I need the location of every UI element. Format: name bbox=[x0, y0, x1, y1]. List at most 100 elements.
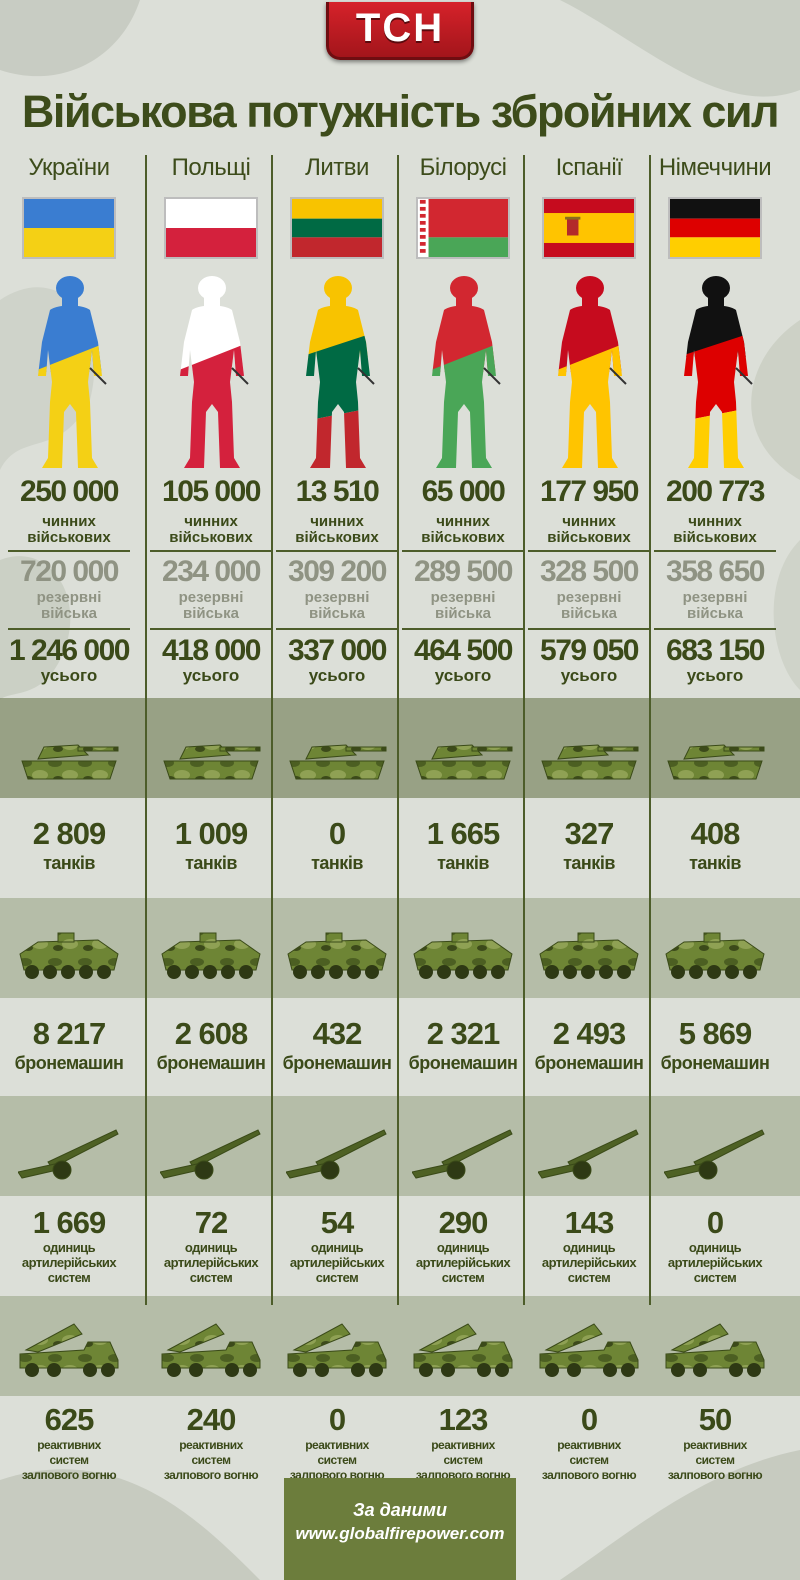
mlrs-label: систем bbox=[317, 1453, 358, 1467]
separator bbox=[528, 628, 650, 630]
artillery-label: одиниць bbox=[436, 1240, 490, 1255]
total-troops-value: 683 150 bbox=[666, 634, 765, 667]
armored-value: 8 217 bbox=[32, 1016, 107, 1051]
column-divider bbox=[271, 155, 273, 1305]
reserve-troops-label: війська bbox=[560, 605, 618, 622]
column-divider bbox=[145, 155, 147, 1305]
country-name: Польщі bbox=[171, 154, 251, 181]
column-divider bbox=[397, 155, 399, 1305]
tank-icon bbox=[286, 725, 388, 785]
artillery-label: одиниць bbox=[184, 1240, 238, 1255]
reserve-troops-label: війська bbox=[434, 605, 492, 622]
reserve-troops-label: резервні bbox=[304, 589, 370, 606]
active-troops-label: чинних bbox=[562, 513, 616, 530]
country-column: Білорусі 65 000 чинних військових 289 500 ре… bbox=[400, 150, 526, 1482]
mlrs-label: систем bbox=[49, 1453, 90, 1467]
active-troops-label: військових bbox=[169, 529, 253, 546]
tanks-label: танків bbox=[311, 853, 363, 873]
active-troops-label: військових bbox=[27, 529, 111, 546]
active-troops-value: 13 510 bbox=[295, 475, 380, 508]
active-troops-label: чинних bbox=[42, 513, 96, 530]
rocket-launcher-icon bbox=[18, 1320, 120, 1380]
tank-icon bbox=[412, 725, 514, 785]
total-troops-label: усього bbox=[434, 666, 492, 685]
artillery-label: артилерійських bbox=[667, 1255, 763, 1270]
total-troops-value: 418 000 bbox=[162, 634, 261, 667]
active-troops-label: чинних bbox=[310, 513, 364, 530]
mlrs-value: 50 bbox=[698, 1402, 732, 1437]
tsn-logo: ТСН bbox=[326, 2, 474, 60]
armored-vehicle-icon bbox=[18, 924, 120, 984]
tanks-value: 327 bbox=[564, 816, 615, 851]
mlrs-label: реактивних bbox=[179, 1438, 243, 1452]
reserve-troops-value: 289 500 bbox=[414, 555, 513, 588]
country-column: України 250 000 чинних військових 720 000 ре… bbox=[6, 150, 132, 1482]
reserve-troops-label: війська bbox=[182, 605, 240, 622]
tanks-label: танків bbox=[689, 853, 741, 873]
soldier-icon bbox=[300, 272, 376, 468]
total-troops-label: усього bbox=[686, 666, 744, 685]
tank-icon bbox=[664, 725, 766, 785]
tanks-label: танків bbox=[563, 853, 615, 873]
armored-label: бронемашин bbox=[660, 1053, 770, 1073]
mlrs-label: реактивних bbox=[305, 1438, 369, 1452]
tank-icon bbox=[18, 725, 120, 785]
total-troops-value: 337 000 bbox=[288, 634, 387, 667]
mlrs-label: реактивних bbox=[557, 1438, 621, 1452]
artillery-label: одиниць bbox=[562, 1240, 616, 1255]
artillery-value: 290 bbox=[438, 1205, 489, 1240]
artillery-label: артилерійських bbox=[541, 1255, 637, 1270]
armored-vehicle-icon bbox=[412, 924, 514, 984]
artillery-label: систем bbox=[567, 1270, 611, 1285]
armored-vehicle-icon bbox=[538, 924, 640, 984]
reserve-troops-value: 328 500 bbox=[540, 555, 639, 588]
tanks-band bbox=[0, 698, 800, 798]
total-troops-value: 464 500 bbox=[414, 634, 513, 667]
mlrs-label: систем bbox=[443, 1453, 484, 1467]
reserve-troops-label: резервні bbox=[556, 589, 622, 606]
reserve-troops-label: резервні bbox=[682, 589, 748, 606]
separator bbox=[654, 628, 776, 630]
column-divider bbox=[523, 155, 525, 1305]
armored-value: 432 bbox=[312, 1016, 363, 1051]
soldier-icon bbox=[552, 272, 628, 468]
tanks-label: танків bbox=[185, 853, 237, 873]
tanks-value: 0 bbox=[328, 816, 346, 851]
separator bbox=[276, 628, 398, 630]
separator bbox=[528, 550, 650, 552]
artillery-icon bbox=[411, 1122, 514, 1182]
active-troops-label: військових bbox=[673, 529, 757, 546]
country-column: Німеччини 200 773 чинних військових 358 650… bbox=[652, 150, 778, 1482]
separator bbox=[150, 628, 272, 630]
soldier-icon bbox=[678, 272, 754, 468]
country-name: Німеччини bbox=[658, 154, 772, 181]
artillery-value: 54 bbox=[320, 1205, 354, 1240]
reserve-troops-value: 720 000 bbox=[20, 555, 119, 588]
artillery-label: систем bbox=[315, 1270, 359, 1285]
armored-vehicle-icon bbox=[286, 924, 388, 984]
active-troops-value: 65 000 bbox=[421, 475, 506, 508]
flag-icon bbox=[290, 197, 384, 259]
artillery-label: артилерійських bbox=[415, 1255, 511, 1270]
reserve-troops-label: резервні bbox=[178, 589, 244, 606]
reserve-troops-label: війська bbox=[308, 605, 366, 622]
armored-value: 2 608 bbox=[174, 1016, 249, 1051]
rocket-launcher-icon bbox=[412, 1320, 514, 1380]
armored-vehicle-icon bbox=[664, 924, 766, 984]
soldier-icon bbox=[174, 272, 250, 468]
total-troops-label: усього bbox=[182, 666, 240, 685]
mlrs-label: систем bbox=[569, 1453, 610, 1467]
rocket-launcher-icon bbox=[286, 1320, 388, 1380]
separator bbox=[654, 550, 776, 552]
separator bbox=[402, 550, 524, 552]
reserve-troops-value: 358 650 bbox=[666, 555, 765, 588]
rocket-launcher-icon bbox=[664, 1320, 766, 1380]
reserve-troops-label: резервні bbox=[36, 589, 102, 606]
active-troops-label: чинних bbox=[436, 513, 490, 530]
country-name: України bbox=[28, 154, 110, 181]
mlrs-label: залпового вогню bbox=[541, 1468, 637, 1482]
flag-icon bbox=[22, 197, 116, 259]
tanks-value: 408 bbox=[690, 816, 741, 851]
tank-icon bbox=[160, 725, 262, 785]
logo-text: ТСН bbox=[355, 6, 445, 50]
